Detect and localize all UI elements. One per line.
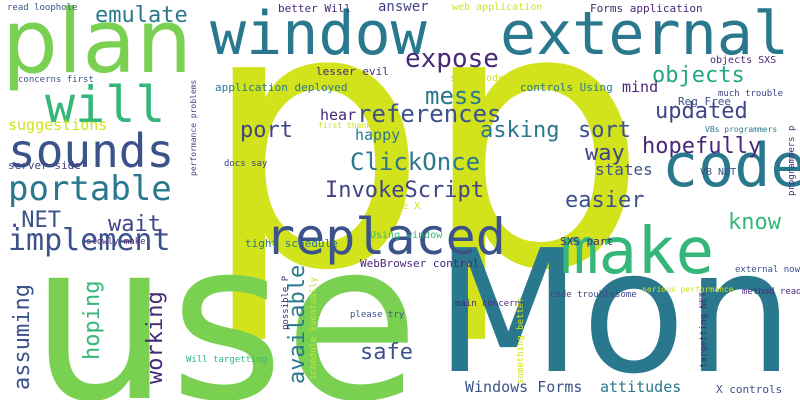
word-using-window: Using window [370,230,443,241]
word-objects-sxs: objects SXS [710,55,777,66]
word-server-side: server side [8,159,81,172]
word-sxs-part: SXS part [560,235,613,248]
word-windows-forms: Windows Forms [465,378,583,396]
word-references: references [357,100,502,128]
word-please-try: please try [350,310,405,320]
word-x-controls: X controls [716,383,783,396]
word-implement: implement [8,223,171,258]
word-reg-free: Reg Free [678,95,731,108]
word-know: know [728,210,781,235]
word-active-x: Active X [372,201,421,212]
word-much-trouble: much trouble [718,89,784,99]
word-application-deployed: application deployed [215,81,348,94]
word-read-loophole: read loophole [7,3,78,13]
word-vb-net: VB NET [700,167,737,178]
word-answer: answer [378,0,429,15]
word-slowly-make: slowly make [86,237,146,247]
word-method-read: method read [742,287,800,297]
word-programmers-p: programmers p [787,125,797,196]
word-use: use [30,194,420,400]
word-portable: portable [8,169,172,209]
word-wait: wait [108,212,161,237]
word-performance-problems: performance problems [189,79,198,176]
word-web-application: web application [452,2,543,13]
word-hoping: hoping [80,280,105,360]
word-window: window [210,0,427,69]
word-tight-schedule: tight schedule [245,237,338,250]
word-hopefully: hopefully [642,134,762,159]
word-possible-p: possible P [281,275,291,330]
word-webbrowser-control: WebBrowser control [360,257,480,270]
word-assuming: assuming [10,284,35,390]
word-lesser-evil: lesser evil [316,65,389,78]
word-schedule-eventually: schedule Eventually [309,277,319,380]
word-something-better: something better [516,297,526,384]
word-safe: safe [360,340,413,365]
word-external-now: external now [735,265,800,275]
word-clickonce: ClickOnce [350,148,481,176]
word-side-code: side code [450,73,505,84]
word-emulate: emulate [95,3,188,28]
word-invokescript: InvokeScript [325,178,484,203]
word-serious-performance: serious performance [642,285,734,294]
word-external: external [500,0,789,69]
word-controls-using: controls Using [520,81,613,94]
word-sounds: sounds [8,124,175,178]
word-concerns-first: concerns first [18,75,94,85]
word-sort: sort [578,118,631,143]
word-better-will: better Will [278,2,351,15]
word-first-thank: first thank [318,121,371,130]
word-forms-application: Forms application [590,2,703,15]
word-p-2: p [420,0,649,349]
word-targetting-net: targetting NET [699,292,709,368]
word-updated: updated [655,99,748,124]
word-code: code [662,131,800,201]
word-objects: objects [652,63,745,88]
word-asking: asking [480,118,560,143]
word-states: states [595,160,653,179]
word-expose: expose [405,44,499,74]
word-port: port [240,118,293,143]
word-suggestions: suggestions [8,116,108,134]
word-easier: easier [565,188,645,213]
word-mess: mess [425,82,483,110]
word-mind: mind [622,78,659,96]
word-will: will [45,76,166,134]
word-working: working [143,291,168,384]
word-mono: Mono [435,214,800,400]
word-way: way [585,141,625,166]
word-vbs-programmers: VBs programmers [705,125,778,134]
word-code-troublesome: code troublesome [550,290,637,300]
word-docs-say: docs say [224,159,268,169]
word-plan: plan [2,0,193,93]
word-hear: hear [320,106,357,124]
word-will-targetting: Will targetting [186,355,268,365]
word-happy: happy [355,126,401,144]
word-dotnet: .NET [8,208,61,233]
word-p-1: p [200,0,429,349]
word-make: make [560,215,715,289]
word-main-concerns: main concerns [455,299,526,309]
word-attitudes: attitudes [600,378,682,396]
word-replaced: replaced [265,208,506,266]
